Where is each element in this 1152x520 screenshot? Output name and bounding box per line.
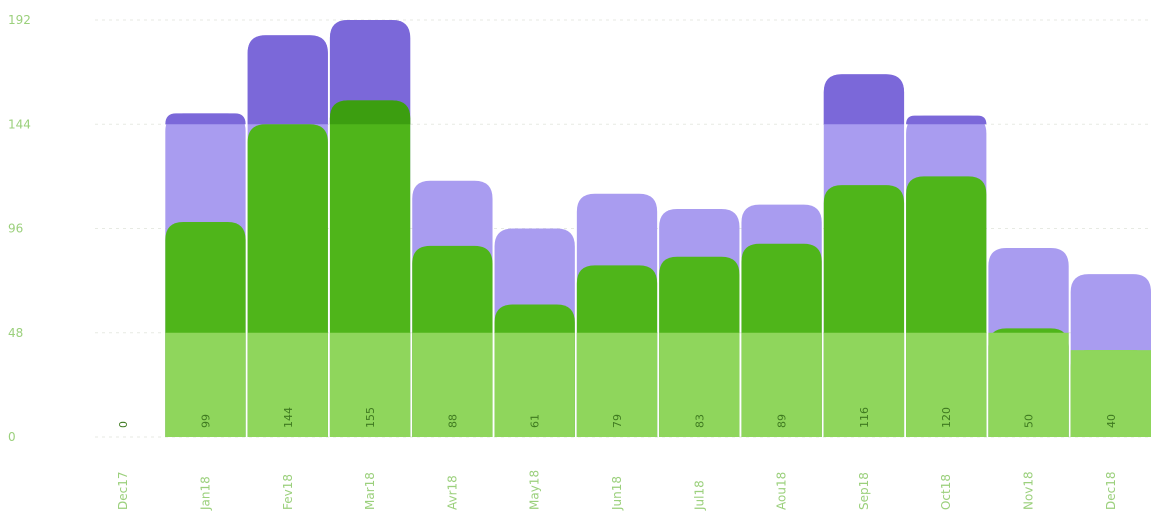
x-tick-label: Aou18 [775,472,789,510]
bars [165,20,1151,437]
bar-series2-lowtop [1070,350,1151,437]
bar-series2-base [165,332,246,437]
x-tick-label: Dec17 [116,472,130,511]
bar-series2-base [988,332,1069,437]
bar-series2-base [906,332,987,437]
data-label: 89 [776,414,789,428]
bar-series2-base [247,332,328,437]
x-tick-label: Avr18 [445,475,459,510]
data-label: 88 [446,414,459,428]
x-axis: Dec17 Jan18 Fev18 Mar18 Avr18 May18 Jun18 Jul18… [116,470,1118,511]
x-tick-label: Jul18 [692,480,706,511]
x-tick-label: Nov18 [1022,471,1036,510]
data-labels: 0 99 144 155 88 61 79 83 89 116 120 50 40 [117,407,1118,428]
x-tick-label: Jan18 [198,476,212,511]
data-label: 0 [117,421,130,428]
x-tick-label: Sep18 [857,472,871,510]
data-label: 116 [858,407,871,428]
bar-series1-band [247,35,328,125]
data-label: 40 [1105,414,1118,428]
bar-series1-band [165,113,246,125]
bar-series2-base [494,332,575,437]
bar-series1-band [906,115,987,125]
y-tick-label: 48 [8,326,23,340]
x-tick-label: Jun18 [610,476,624,511]
x-tick-label: Oct18 [939,474,953,510]
y-tick-label: 144 [8,117,31,131]
data-label: 120 [940,407,953,428]
data-label: 61 [529,414,542,428]
data-label: 83 [693,414,706,428]
bar-series2-base [329,332,411,437]
bar-series2-band [329,100,411,125]
bar-series2-base [412,332,493,437]
x-tick-label: Mar18 [363,472,377,510]
bar-series1-band [329,20,411,125]
y-tick-label: 96 [8,222,23,236]
y-tick-label: 192 [8,13,31,27]
x-tick-label: May18 [528,470,542,510]
bar-series2-base [576,332,658,437]
data-label: 79 [611,414,624,428]
y-axis: 0 48 96 144 192 [8,13,31,444]
data-label: 50 [1023,414,1036,428]
bar-series1-band [823,74,905,125]
x-tick-label: Dec18 [1104,472,1118,511]
x-tick-label: Fev18 [281,474,295,510]
bar-series2-base [823,332,905,437]
data-label: 144 [282,407,295,428]
bar-series2-base [659,332,740,437]
data-label: 155 [364,407,377,428]
y-tick-label: 0 [8,430,16,444]
data-label: 99 [199,414,212,428]
bar-series2-base [741,332,822,437]
